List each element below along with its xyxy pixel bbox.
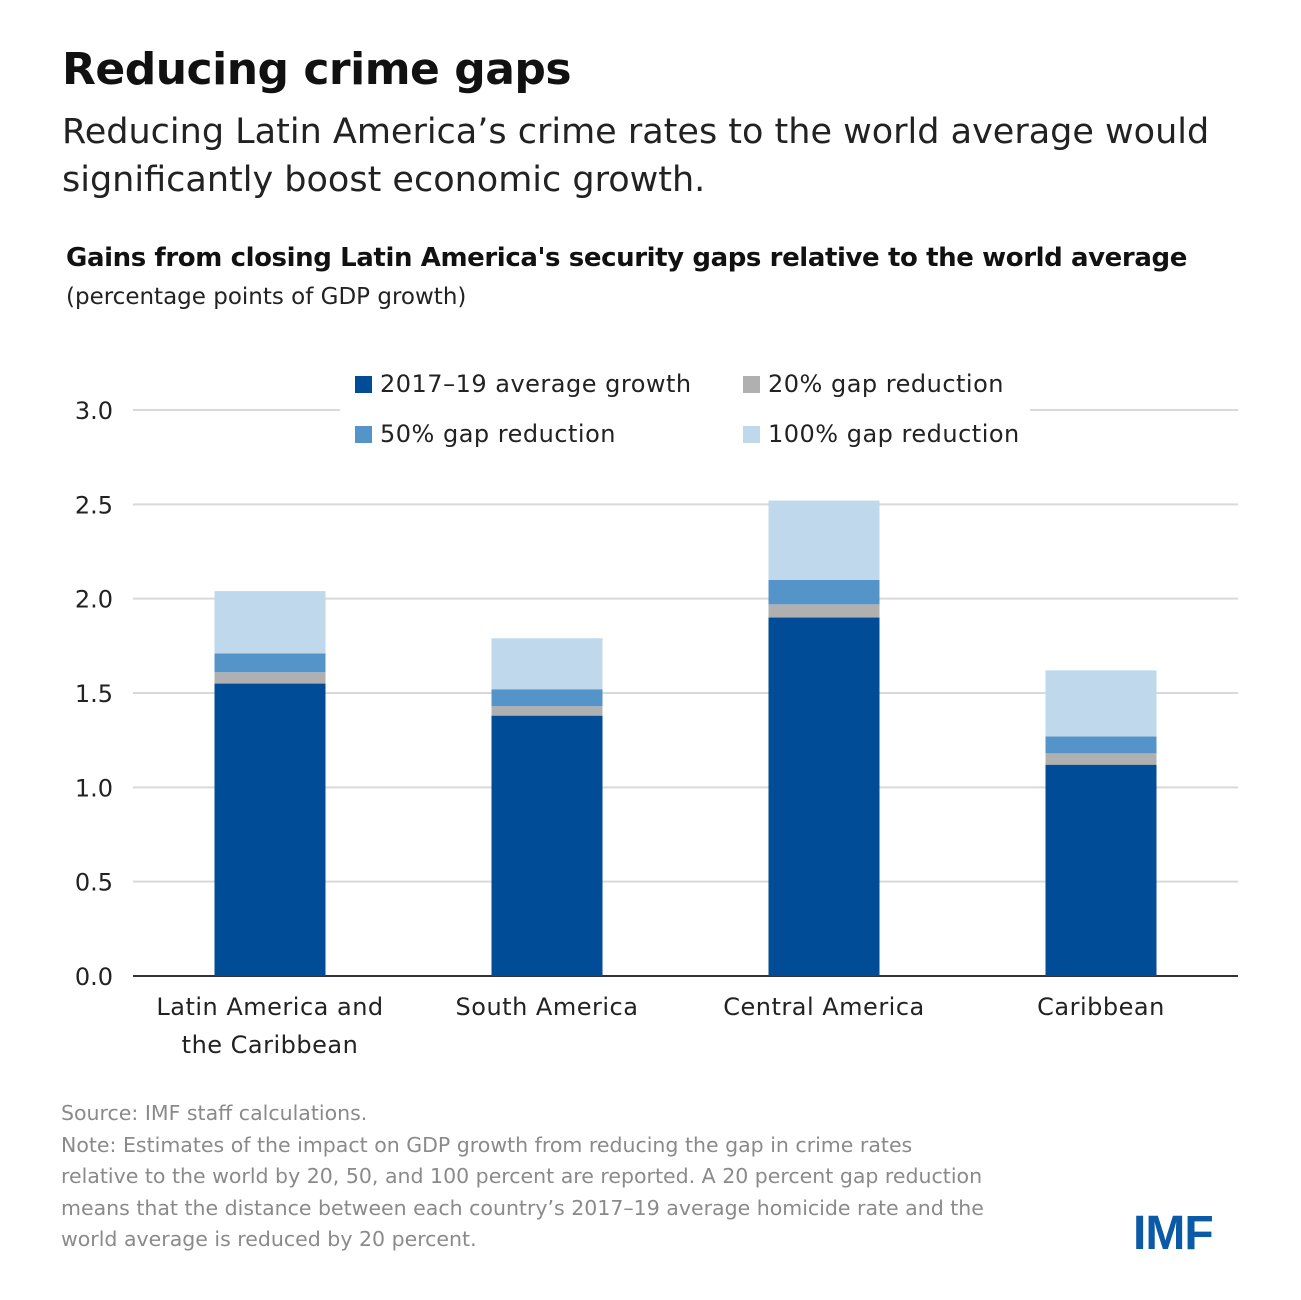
bar-segment [1045, 736, 1157, 754]
bar-segment [214, 683, 326, 976]
page-title: Reducing crime gaps [62, 44, 572, 95]
y-tick-label: 1.0 [75, 774, 113, 802]
bar-segment [491, 689, 603, 707]
bar-segment [768, 617, 880, 976]
bar-segment [1045, 753, 1157, 765]
legend-swatch [355, 376, 372, 393]
x-tick-label: Latin America and [156, 993, 383, 1021]
bar-segment [1045, 764, 1157, 976]
x-tick-label: the Caribbean [182, 1031, 359, 1059]
stacked-bar-chart: 0.0 0.5 1.0 1.5 2.0 2.5 3.0 Latin America and th… [74, 360, 1238, 1059]
chart-title: Gains from closing Latin America's secur… [66, 243, 1187, 273]
chart-unit: (percentage points of GDP growth) [66, 284, 467, 310]
bar-segment [768, 604, 880, 618]
y-tick-label: 0.5 [75, 869, 113, 897]
note-line: means that the distance between each cou… [61, 1196, 984, 1220]
bar-segment [768, 500, 880, 580]
legend-background [340, 360, 1030, 455]
legend-swatch [355, 426, 372, 443]
bar-segment [491, 706, 603, 716]
bar-segment [768, 579, 880, 605]
note-line: Note: Estimates of the impact on GDP gro… [61, 1133, 913, 1157]
y-tick-label: 2.0 [75, 586, 113, 614]
bar-segment [214, 591, 326, 654]
legend-label: 20% gap reduction [768, 370, 1004, 398]
note-line: relative to the world by 20, 50, and 100… [61, 1164, 983, 1188]
page-subtitle: Reducing Latin America’s crime rates to … [62, 112, 1210, 200]
y-tick-label: 1.5 [75, 680, 113, 708]
bar-segment [214, 672, 326, 684]
note-line: world average is reduced by 20 percent. [61, 1227, 477, 1251]
y-tick-label: 0.0 [75, 963, 113, 991]
source-note: Source: IMF staff calculations. [61, 1101, 368, 1125]
y-tick-label: 2.5 [75, 491, 113, 519]
bar-segment [491, 638, 603, 690]
bar-segment [214, 653, 326, 673]
legend-label: 2017–19 average growth [380, 370, 692, 398]
legend-swatch [743, 376, 760, 393]
x-tick-label: Caribbean [1037, 993, 1165, 1021]
bar-segment [491, 715, 603, 976]
y-tick-label: 3.0 [75, 397, 113, 425]
bar-segment [1045, 670, 1157, 737]
legend-label: 100% gap reduction [768, 420, 1020, 448]
legend-label: 50% gap reduction [380, 420, 616, 448]
imf-logo: IMF [1133, 1207, 1214, 1260]
x-tick-label: Central America [723, 993, 925, 1021]
legend-swatch [743, 426, 760, 443]
x-tick-label: South America [456, 993, 639, 1021]
